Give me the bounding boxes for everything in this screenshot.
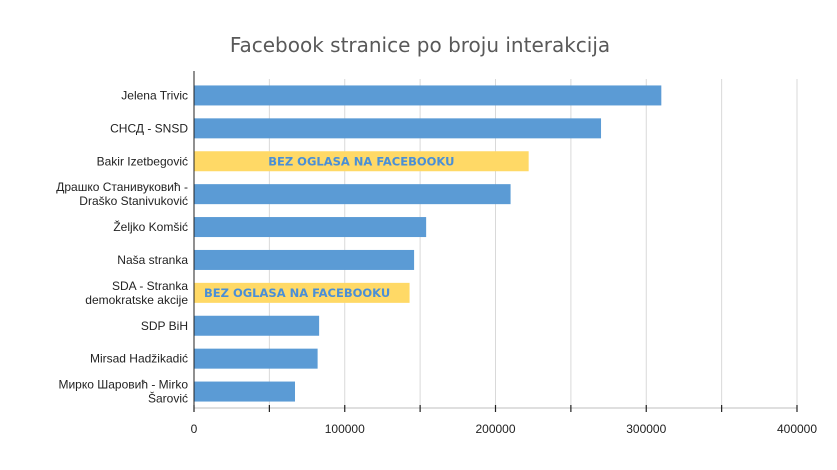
chart-title: Facebook stranice po broju interakcija — [230, 33, 610, 57]
bar — [194, 249, 415, 270]
category-label: Mirsad Hadžikadić — [90, 352, 188, 366]
category-label: Šarović — [148, 391, 188, 406]
category-label: Željko Komšić — [113, 219, 188, 234]
bar — [194, 315, 320, 336]
x-tick-label: 0 — [191, 422, 198, 436]
bar — [194, 85, 662, 106]
bar — [194, 184, 511, 205]
x-tick-label: 200000 — [475, 422, 515, 436]
bars: BEZ OGLASA NA FACEBOOKU BEZ OGLASA NA FAC… — [194, 85, 662, 402]
category-label: Bakir Izetbegović — [97, 154, 188, 168]
x-tick-label: 400000 — [777, 422, 817, 436]
category-label: SDP BiH — [141, 319, 188, 333]
bar-annotation: BEZ OGLASA NA FACEBOOKU — [268, 154, 454, 168]
category-label: demokratske akcije — [85, 293, 188, 307]
bar — [194, 348, 318, 369]
category-label: СНСД - SNSD — [110, 121, 188, 135]
x-tick-label: 100000 — [325, 422, 365, 436]
bar — [194, 118, 602, 139]
category-label: Draško Stanivuković — [79, 194, 188, 208]
bar-annotation: BEZ OGLASA NA FACEBOOKU — [204, 286, 390, 300]
category-label: Jelena Trivic — [121, 88, 188, 102]
x-axis: 0 100000 200000 300000 400000 — [191, 71, 817, 436]
bar — [194, 151, 529, 172]
bar — [194, 282, 410, 303]
x-tick-label: 300000 — [626, 422, 666, 436]
bar — [194, 217, 427, 238]
category-label: Драшко Станивуковић - — [56, 180, 188, 194]
category-label: SDA - Stranka — [112, 279, 188, 293]
category-label: Naša stranka — [117, 253, 188, 267]
category-labels: Jelena Trivic СНСД - SNSD Bakir Izetbegovi… — [56, 88, 188, 405]
bar — [194, 381, 296, 402]
category-label: Мирко Шаровић - Мirko — [58, 378, 188, 392]
